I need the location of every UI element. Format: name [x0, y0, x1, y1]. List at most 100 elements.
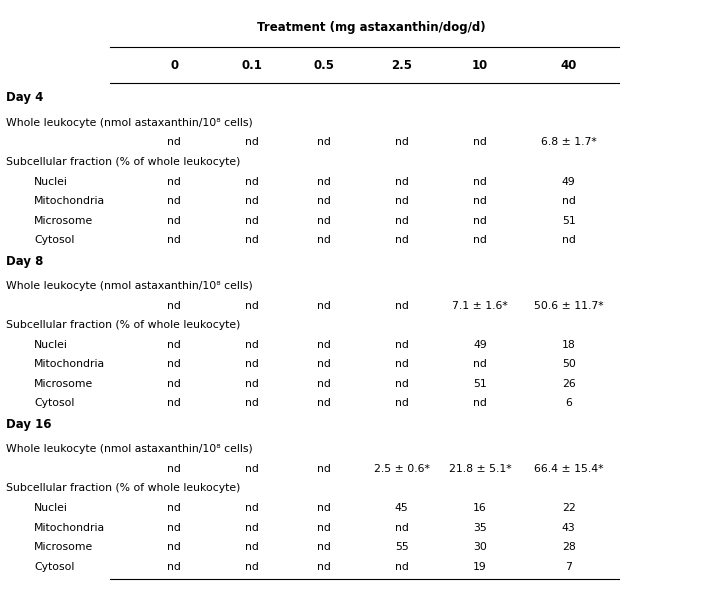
Text: 55: 55 — [395, 542, 409, 552]
Text: nd: nd — [316, 340, 331, 350]
Text: 2.5 ± 0.6*: 2.5 ± 0.6* — [374, 464, 429, 474]
Text: nd: nd — [473, 398, 487, 408]
Text: nd: nd — [245, 235, 260, 245]
Text: nd: nd — [316, 542, 331, 552]
Text: nd: nd — [167, 542, 181, 552]
Text: nd: nd — [473, 215, 487, 225]
Text: 18: 18 — [562, 340, 576, 350]
Text: nd: nd — [316, 464, 331, 474]
Text: nd: nd — [395, 235, 409, 245]
Text: nd: nd — [316, 137, 331, 148]
Text: nd: nd — [245, 340, 260, 350]
Text: nd: nd — [167, 398, 181, 408]
Text: nd: nd — [245, 562, 260, 572]
Text: nd: nd — [473, 235, 487, 245]
Text: nd: nd — [473, 196, 487, 206]
Text: nd: nd — [316, 503, 331, 513]
Text: nd: nd — [395, 523, 409, 533]
Text: Mitochondria: Mitochondria — [34, 359, 105, 369]
Text: Subcellular fraction (% of whole leukocyte): Subcellular fraction (% of whole leukocy… — [6, 157, 240, 167]
Text: Microsome: Microsome — [34, 379, 93, 389]
Text: nd: nd — [316, 379, 331, 389]
Text: nd: nd — [245, 137, 260, 148]
Text: nd: nd — [245, 379, 260, 389]
Text: nd: nd — [395, 301, 409, 311]
Text: nd: nd — [167, 137, 181, 148]
Text: nd: nd — [167, 301, 181, 311]
Text: 40: 40 — [560, 59, 577, 72]
Text: nd: nd — [395, 215, 409, 225]
Text: nd: nd — [395, 379, 409, 389]
Text: Whole leukocyte (nmol astaxanthin/10⁸ cells): Whole leukocyte (nmol astaxanthin/10⁸ ce… — [6, 281, 252, 291]
Text: nd: nd — [167, 340, 181, 350]
Text: Cytosol: Cytosol — [34, 562, 75, 572]
Text: nd: nd — [395, 340, 409, 350]
Text: Day 16: Day 16 — [6, 418, 51, 431]
Text: nd: nd — [395, 196, 409, 206]
Text: Mitochondria: Mitochondria — [34, 523, 105, 533]
Text: 21.8 ± 5.1*: 21.8 ± 5.1* — [449, 464, 511, 474]
Text: Nuclei: Nuclei — [34, 176, 68, 186]
Text: nd: nd — [245, 176, 260, 186]
Text: nd: nd — [316, 235, 331, 245]
Text: Cytosol: Cytosol — [34, 398, 75, 408]
Text: Subcellular fraction (% of whole leukocyte): Subcellular fraction (% of whole leukocy… — [6, 483, 240, 493]
Text: nd: nd — [316, 215, 331, 225]
Text: nd: nd — [473, 137, 487, 148]
Text: Whole leukocyte (nmol astaxanthin/10⁸ cells): Whole leukocyte (nmol astaxanthin/10⁸ ce… — [6, 118, 252, 128]
Text: 43: 43 — [562, 523, 576, 533]
Text: nd: nd — [167, 523, 181, 533]
Text: 30: 30 — [473, 542, 487, 552]
Text: nd: nd — [245, 542, 260, 552]
Text: nd: nd — [245, 359, 260, 369]
Text: nd: nd — [167, 215, 181, 225]
Text: 51: 51 — [473, 379, 487, 389]
Text: nd: nd — [245, 215, 260, 225]
Text: nd: nd — [245, 503, 260, 513]
Text: nd: nd — [395, 562, 409, 572]
Text: nd: nd — [316, 301, 331, 311]
Text: Day 4: Day 4 — [6, 91, 43, 104]
Text: nd: nd — [245, 398, 260, 408]
Text: nd: nd — [245, 523, 260, 533]
Text: nd: nd — [316, 196, 331, 206]
Text: 28: 28 — [562, 542, 576, 552]
Text: nd: nd — [395, 137, 409, 148]
Text: 6: 6 — [565, 398, 572, 408]
Text: Treatment (mg astaxanthin/dog/d): Treatment (mg astaxanthin/dog/d) — [257, 21, 486, 34]
Text: nd: nd — [473, 176, 487, 186]
Text: nd: nd — [245, 301, 260, 311]
Text: 49: 49 — [562, 176, 576, 186]
Text: 7.1 ± 1.6*: 7.1 ± 1.6* — [452, 301, 508, 311]
Text: nd: nd — [167, 235, 181, 245]
Text: nd: nd — [395, 359, 409, 369]
Text: nd: nd — [316, 359, 331, 369]
Text: Mitochondria: Mitochondria — [34, 196, 105, 206]
Text: 16: 16 — [473, 503, 487, 513]
Text: nd: nd — [562, 235, 576, 245]
Text: 50: 50 — [562, 359, 576, 369]
Text: nd: nd — [562, 196, 576, 206]
Text: 10: 10 — [472, 59, 488, 72]
Text: 66.4 ± 15.4*: 66.4 ± 15.4* — [534, 464, 604, 474]
Text: Day 8: Day 8 — [6, 255, 43, 268]
Text: nd: nd — [316, 523, 331, 533]
Text: 0.1: 0.1 — [242, 59, 263, 72]
Text: nd: nd — [167, 196, 181, 206]
Text: nd: nd — [395, 176, 409, 186]
Text: Cytosol: Cytosol — [34, 235, 75, 245]
Text: Whole leukocyte (nmol astaxanthin/10⁸ cells): Whole leukocyte (nmol astaxanthin/10⁸ ce… — [6, 444, 252, 454]
Text: nd: nd — [316, 176, 331, 186]
Text: nd: nd — [245, 464, 260, 474]
Text: Microsome: Microsome — [34, 215, 93, 225]
Text: nd: nd — [473, 359, 487, 369]
Text: nd: nd — [245, 196, 260, 206]
Text: nd: nd — [316, 398, 331, 408]
Text: nd: nd — [167, 359, 181, 369]
Text: 0.5: 0.5 — [313, 59, 334, 72]
Text: Subcellular fraction (% of whole leukocyte): Subcellular fraction (% of whole leukocy… — [6, 320, 240, 330]
Text: nd: nd — [167, 503, 181, 513]
Text: 0: 0 — [170, 59, 178, 72]
Text: 51: 51 — [562, 215, 576, 225]
Text: 19: 19 — [473, 562, 487, 572]
